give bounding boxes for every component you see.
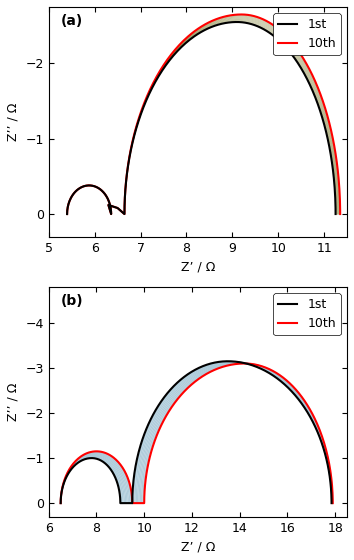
10th — [58, 500, 63, 506]
Text: (b): (b) — [61, 294, 83, 308]
Line: 1st: 1st — [67, 22, 336, 214]
Line: 10th: 10th — [61, 363, 333, 503]
1st — [316, 102, 320, 109]
1st — [333, 211, 338, 217]
1st — [143, 99, 148, 105]
Line: 1st: 1st — [61, 361, 332, 503]
10th — [183, 387, 187, 394]
1st — [235, 18, 239, 25]
1st — [133, 466, 137, 473]
10th — [144, 95, 149, 101]
1st — [225, 358, 230, 365]
X-axis label: Z’ / Ω: Z’ / Ω — [181, 260, 215, 273]
10th — [242, 360, 246, 367]
10th — [204, 371, 209, 377]
10th — [130, 500, 135, 506]
1st — [319, 439, 324, 446]
1st — [65, 211, 69, 217]
10th — [264, 365, 269, 371]
Line: 10th: 10th — [67, 15, 340, 214]
Y-axis label: Z’’ / Ω: Z’’ / Ω — [7, 382, 20, 421]
10th — [321, 98, 325, 105]
Legend: 1st, 10th: 1st, 10th — [273, 13, 341, 55]
1st — [317, 104, 321, 110]
10th — [67, 199, 71, 206]
10th — [239, 11, 244, 18]
10th — [65, 211, 69, 217]
10th — [145, 466, 149, 473]
1st — [330, 500, 334, 506]
1st — [109, 207, 113, 214]
10th — [331, 500, 335, 506]
1st — [189, 368, 194, 375]
1st — [118, 491, 122, 498]
10th — [338, 211, 342, 217]
1st — [58, 500, 63, 506]
1st — [67, 199, 71, 206]
10th — [109, 207, 113, 214]
1st — [138, 114, 142, 121]
1st — [252, 362, 256, 369]
10th — [321, 100, 326, 106]
10th — [138, 110, 142, 117]
Legend: 1st, 10th: 1st, 10th — [273, 293, 341, 335]
1st — [169, 385, 173, 392]
Y-axis label: Z’’ / Ω: Z’’ / Ω — [7, 102, 20, 141]
X-axis label: Z’ / Ω: Z’ / Ω — [181, 540, 215, 553]
Text: (a): (a) — [61, 14, 83, 28]
10th — [130, 489, 134, 496]
1st — [118, 500, 122, 506]
10th — [322, 440, 326, 447]
